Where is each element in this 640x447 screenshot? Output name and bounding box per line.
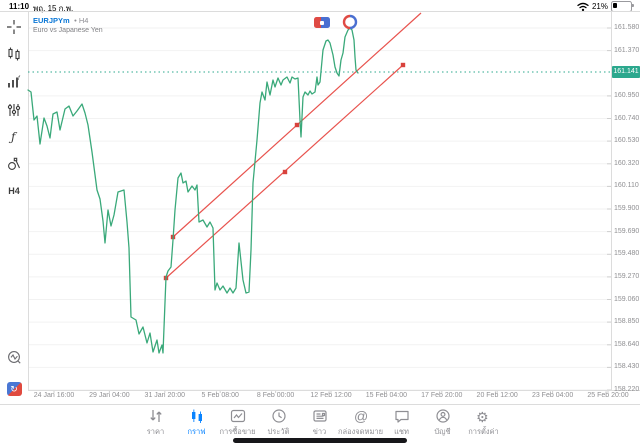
tab-trade[interactable]: การซื้อขาย: [217, 407, 258, 438]
tab-label: แชท: [394, 427, 409, 436]
tab-label: การตั้งค่า: [468, 427, 499, 436]
battery-percent: 21%: [591, 2, 608, 11]
sync-icon[interactable]: ↻: [0, 378, 28, 400]
y-axis-label: 159.480: [614, 250, 640, 258]
mailbox-icon: @: [352, 407, 369, 425]
bottom-tab-bar: ราคา กราฟ การซื้อขาย ประวัติ ข่าว @ กล่อง…: [135, 407, 504, 438]
y-axis-label: 159.900: [614, 205, 640, 212]
quick-analysis-icon[interactable]: [0, 346, 28, 368]
tab-settings[interactable]: ⚙ การตั้งค่า: [463, 407, 504, 438]
x-axis-label: 8 Feb 00:00: [256, 392, 295, 399]
crosshair-icon[interactable]: [0, 16, 28, 38]
objects-icon[interactable]: [0, 153, 28, 175]
news-icon: [312, 407, 328, 425]
y-axis-label: 160.110: [614, 182, 639, 190]
levels-icon[interactable]: [0, 99, 28, 121]
y-axis-label: 161.580: [614, 24, 640, 31]
x-axis-label: 29 Jan 04:00: [89, 392, 130, 399]
x-axis-label: 31 Jan 20:00: [144, 392, 186, 399]
y-axis-label: 160.320: [614, 159, 640, 167]
tab-quotes[interactable]: ราคา: [135, 407, 176, 438]
x-axis-label: 15 Feb 04:00: [365, 392, 408, 399]
status-time: 11:10: [9, 2, 30, 11]
y-axis-label: 160.740: [614, 114, 640, 122]
tab-mailbox[interactable]: @ กล่องจดหมาย: [337, 407, 384, 438]
x-axis-label: 20 Feb 12:00: [476, 392, 518, 399]
calendar-flag-marker[interactable]: [314, 17, 330, 28]
trade-icon: [230, 407, 246, 425]
tab-chart[interactable]: กราฟ: [176, 407, 217, 438]
tab-label: กล่องจดหมาย: [337, 427, 384, 436]
chart-symbol-header[interactable]: EURJPYm • H4 Euro vs Japanese Yen: [33, 14, 103, 36]
tab-label: บัญชี: [434, 427, 451, 436]
tab-chat[interactable]: แชท: [381, 407, 422, 438]
y-axis-label: 159.270: [614, 272, 640, 280]
x-axis-label: 25 Feb 20:00: [587, 392, 629, 399]
y-axis-label: 158.850: [614, 318, 640, 326]
y-axis-label: 160.950: [614, 91, 640, 99]
x-axis-label: 17 Feb 20:00: [421, 392, 463, 399]
tab-history[interactable]: ประวัติ: [258, 407, 299, 438]
settings-icon: ⚙: [475, 407, 492, 425]
tab-label: ประวัติ: [267, 427, 290, 436]
x-axis-label: 12 Feb 12:00: [310, 392, 352, 399]
tab-label: ราคา: [146, 427, 165, 436]
indicators-icon[interactable]: f: [0, 71, 28, 93]
symbol-timeframe: • H4: [74, 16, 89, 25]
y-axis-label: 160.530: [614, 137, 640, 145]
symbol-description: Euro vs Japanese Yen: [33, 27, 103, 34]
tab-news[interactable]: ข่าว: [299, 407, 340, 438]
svg-text:@: @: [354, 408, 368, 424]
account-icon: [435, 407, 451, 425]
chart-toolbar: f ƒ H4: [0, 12, 28, 404]
calendar-ring-marker[interactable]: [342, 14, 358, 30]
x-axis-label: 5 Feb 08:00: [201, 392, 239, 399]
svg-text:f: f: [18, 76, 21, 82]
wifi-icon: [577, 2, 589, 12]
timeframe-label: H4: [8, 186, 20, 196]
candlestick-chart-type-icon[interactable]: [0, 43, 28, 65]
y-axis-label: 158.220: [614, 386, 640, 393]
svg-text:⚙: ⚙: [476, 409, 489, 425]
current-price-label: 161.141: [612, 66, 640, 78]
y-axis-label: 159.690: [614, 227, 640, 235]
x-axis-label: 24 Jan 16:00: [33, 392, 75, 399]
y-axis-label: 158.430: [614, 363, 640, 371]
tab-label: กราฟ: [187, 427, 206, 436]
y-axis-label: 159.060: [614, 295, 640, 303]
function-icon[interactable]: ƒ: [0, 126, 28, 148]
svg-text:ƒ: ƒ: [8, 130, 18, 144]
history-icon: [271, 407, 287, 425]
status-date: พฤ. 15 ก.พ.: [33, 4, 74, 13]
tab-label: ข่าว: [312, 427, 327, 436]
tab-label: การซื้อขาย: [219, 427, 256, 436]
chart-icon: [189, 407, 205, 425]
timeframe-button[interactable]: H4: [0, 180, 28, 202]
tab-account[interactable]: บัญชี: [422, 407, 463, 438]
y-axis-label: 158.640: [614, 340, 640, 348]
home-indicator[interactable]: [233, 438, 407, 443]
symbol-name: EURJPYm: [33, 16, 70, 25]
x-axis-label: 23 Feb 04:00: [531, 392, 574, 399]
quotes-icon: [148, 407, 164, 425]
chat-icon: [394, 407, 410, 425]
y-axis-label: 161.370: [614, 46, 640, 54]
